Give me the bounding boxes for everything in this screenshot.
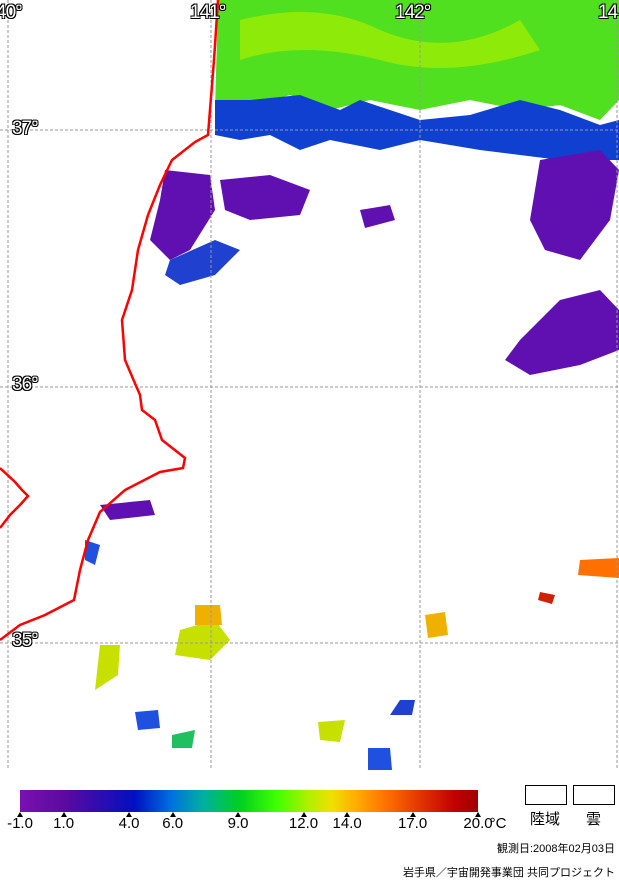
scale-tick-label: -1.0	[7, 815, 33, 832]
green-patch-q	[172, 730, 195, 748]
scale-tick-label: 6.0	[162, 815, 184, 832]
lat-label: 36°	[12, 374, 39, 395]
cold-patch-c	[220, 175, 310, 220]
coastline	[0, 0, 220, 641]
lon-label: 14	[598, 2, 618, 23]
cold-patch-s	[390, 700, 415, 715]
cloud-swatch	[573, 785, 615, 805]
cold-patch-a	[150, 170, 215, 260]
scale-tick	[235, 812, 242, 817]
land-swatch	[525, 785, 567, 805]
scale-tick	[300, 812, 307, 817]
warm-patch-k	[425, 612, 448, 638]
scale-tick	[344, 812, 351, 817]
cold-patch-f	[360, 205, 395, 228]
cold-patch-g	[100, 500, 155, 520]
scale-tick	[409, 812, 416, 817]
scale-tick	[169, 812, 176, 817]
scale-tick-label: 17.0	[397, 815, 428, 832]
green-band	[240, 12, 540, 68]
lon-label: 141°	[190, 2, 226, 23]
cold-patch-o	[368, 748, 392, 770]
scale-tick-label: 20.0	[463, 815, 493, 832]
scale-tick-label: 14.0	[332, 815, 362, 832]
warm-patch-i	[195, 605, 222, 625]
scale-tick	[17, 812, 23, 817]
scale-tick	[60, 812, 67, 817]
credit-text: 岩手県／宇宙開発事業団 共同プロジェクト	[402, 867, 615, 879]
unit-label: °C	[489, 815, 507, 832]
cold-patch-n	[135, 710, 160, 730]
cold-patch-d	[530, 150, 619, 260]
warm-patch-p	[318, 720, 345, 742]
scale-tick	[126, 812, 133, 817]
lat-label: 37°	[12, 118, 39, 139]
grid-lines	[0, 0, 619, 770]
lat-label: 35°	[12, 630, 39, 651]
scale-tick-label: 12.0	[288, 815, 319, 832]
warm-patch-l	[578, 558, 619, 578]
warm-patch-h	[175, 620, 230, 660]
warm-patch-j	[95, 645, 120, 690]
cold-patch-b	[165, 240, 240, 285]
scale-tick-label: 4.0	[118, 815, 140, 832]
observation-date: 観測日:2008年02月03日	[497, 843, 615, 855]
cloud-label: 雲	[586, 811, 602, 828]
sst-patches	[85, 0, 619, 770]
cold-patch-r	[85, 540, 100, 565]
color-scale-bar	[20, 790, 478, 812]
sst-map	[0, 0, 619, 770]
lon-label: 40°	[0, 2, 23, 23]
land-label: 陸域	[530, 811, 561, 828]
scale-tick-label: 1.0	[53, 815, 75, 832]
scale-tick-label: 9.0	[227, 815, 249, 832]
scale-tick	[475, 812, 481, 817]
lon-label: 142°	[395, 2, 431, 23]
warm-patch-m	[538, 592, 555, 604]
cold-patch-e	[505, 290, 619, 375]
blue-front	[215, 95, 619, 160]
